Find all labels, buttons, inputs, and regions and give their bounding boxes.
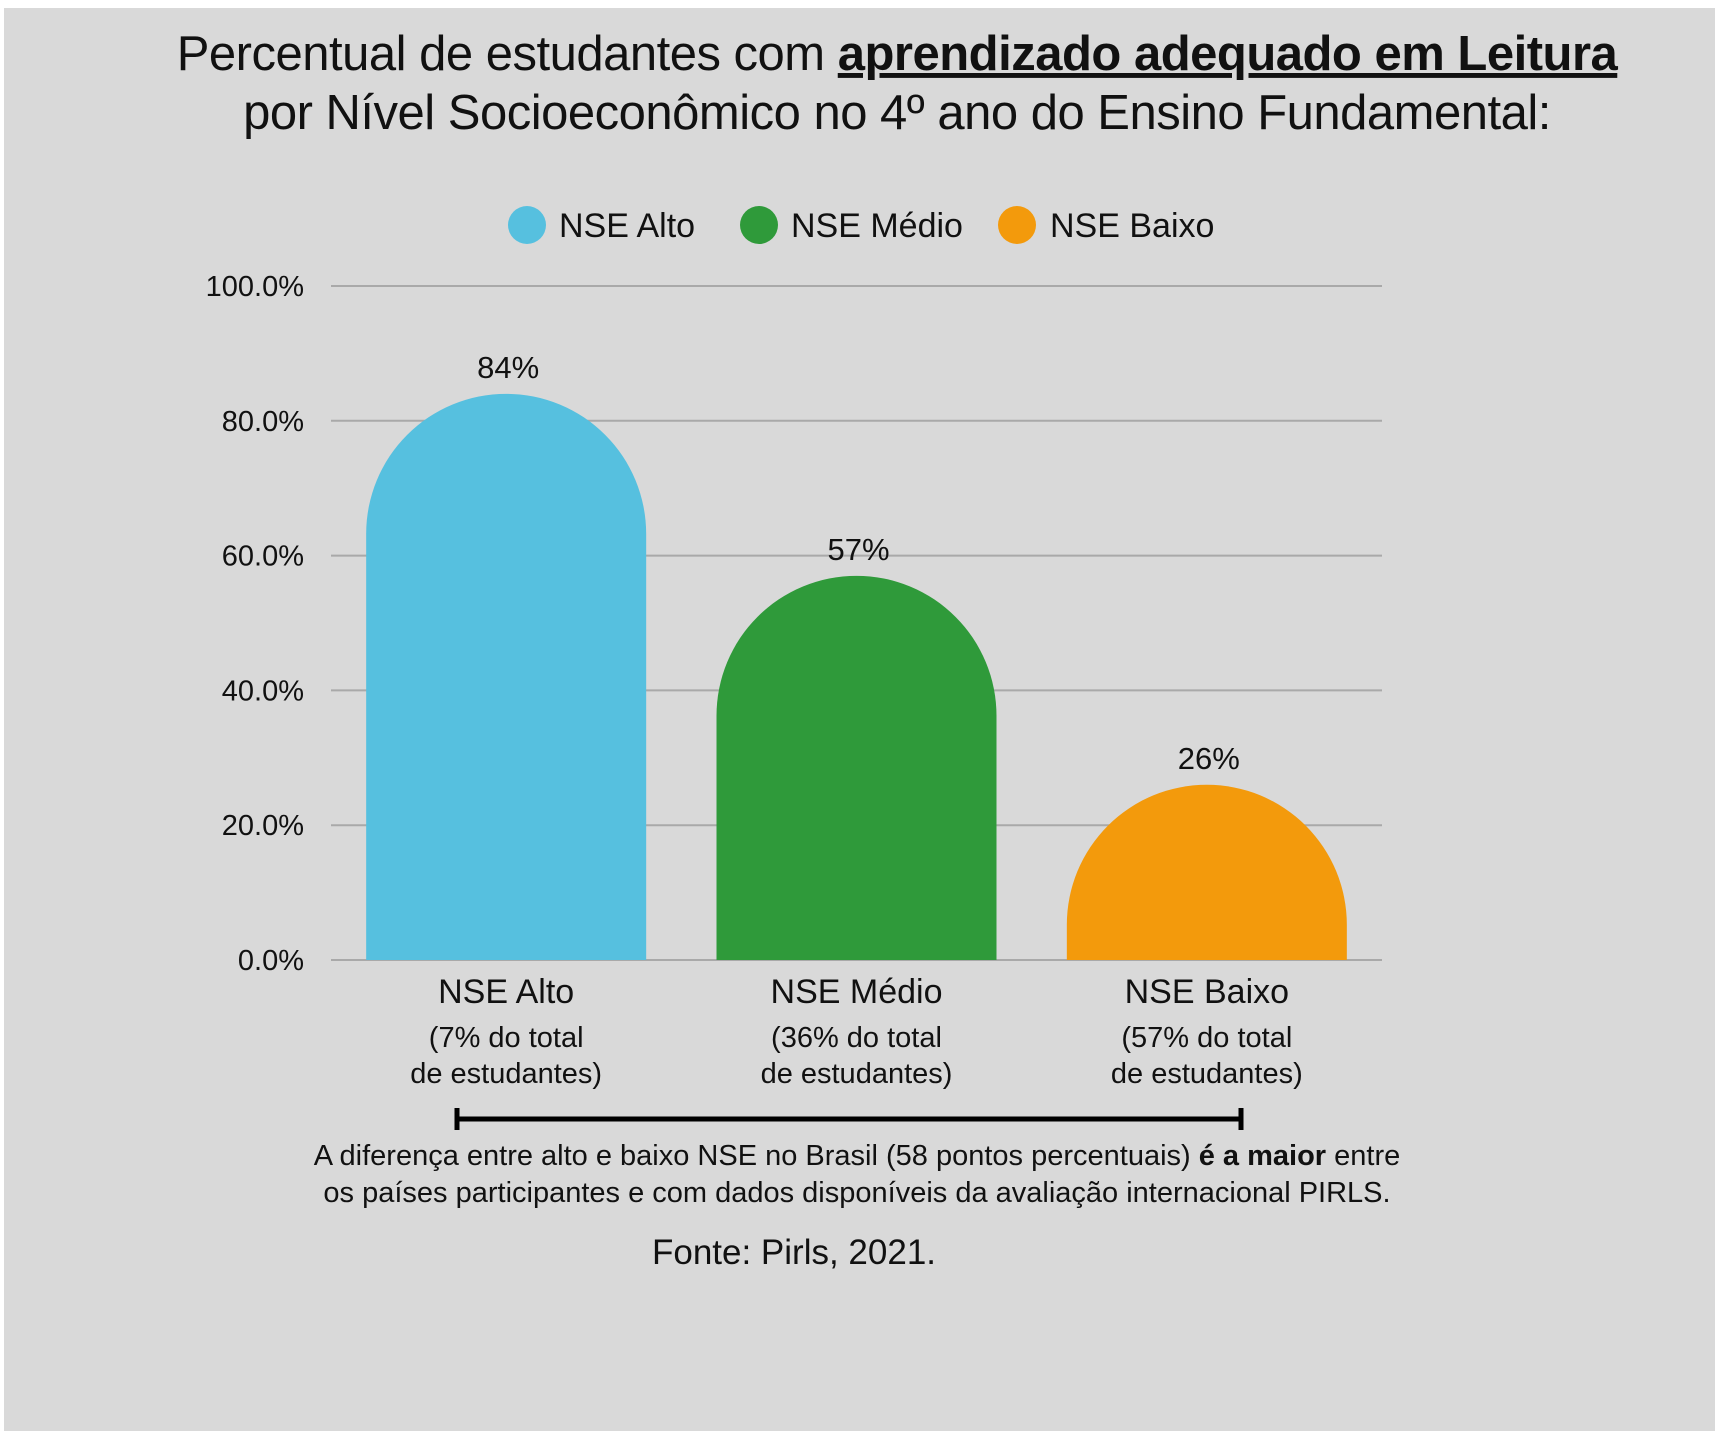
note-line1: A diferença entre alto e baixo NSE no Br… <box>314 1140 1401 1172</box>
bar-3 <box>1066 784 1347 960</box>
chart-title-emphasis: aprendizado adequado em Leitura <box>838 27 1619 81</box>
note-bold: é a maior <box>1199 1140 1326 1172</box>
y-tick-label: 0.0% <box>238 945 304 977</box>
bar-chart: Percentual de estudantes com aprendizado… <box>177 27 1619 1272</box>
category-note-line: de estudantes) <box>410 1058 602 1090</box>
chart-title-line2: por Nível Socioeconômico no 4º ano do En… <box>243 86 1551 140</box>
value-label: 84% <box>477 350 539 385</box>
category-label: NSE Baixo <box>1125 973 1289 1011</box>
category-note-line: (57% do total <box>1121 1022 1292 1054</box>
legend: NSE Alto NSE Médio NSE Baixo <box>508 206 1214 245</box>
y-tick-label: 80.0% <box>222 406 304 438</box>
legend-label-baixo: NSE Baixo <box>1050 207 1214 245</box>
note-line2: os países participantes e com dados disp… <box>323 1177 1390 1209</box>
legend-swatch-alto <box>508 206 546 244</box>
y-tick-label: 100.0% <box>206 271 304 303</box>
y-axis-ticks: 0.0% 20.0% 40.0% 60.0% 80.0% 100.0% <box>206 271 304 977</box>
category-labels: NSE Alto (7% do total de estudantes) NSE Mé… <box>410 973 1303 1090</box>
category-label: NSE Alto <box>438 973 574 1011</box>
bar-1 <box>366 393 647 960</box>
category-note-line: de estudantes) <box>761 1058 953 1090</box>
value-label: 57% <box>827 532 889 567</box>
category-note-line: (7% do total <box>429 1022 584 1054</box>
y-tick-label: 60.0% <box>222 541 304 573</box>
bars <box>366 393 1347 960</box>
chart-title-line1: Percentual de estudantes com aprendizado… <box>177 27 1619 81</box>
legend-swatch-baixo <box>998 206 1036 244</box>
chart-panel: Percentual de estudantes com aprendizado… <box>4 8 1715 1431</box>
category-label: NSE Médio <box>771 973 943 1011</box>
category-note-line: de estudantes) <box>1111 1058 1303 1090</box>
note-suffix: entre <box>1326 1140 1400 1172</box>
value-labels: 84% 57% 26% <box>477 350 1240 776</box>
y-tick-label: 20.0% <box>222 810 304 842</box>
bar-2 <box>716 575 997 960</box>
value-label: 26% <box>1178 741 1240 776</box>
legend-label-alto: NSE Alto <box>559 207 695 245</box>
chart-title-prefix: Percentual de estudantes com <box>177 27 838 81</box>
y-tick-label: 40.0% <box>222 675 304 707</box>
legend-label-medio: NSE Médio <box>791 207 963 245</box>
difference-bracket <box>454 1108 1244 1130</box>
legend-swatch-medio <box>740 206 778 244</box>
source-text: Fonte: Pirls, 2021. <box>652 1233 936 1272</box>
category-note-line: (36% do total <box>771 1022 942 1054</box>
note-prefix: A diferença entre alto e baixo NSE no Br… <box>314 1140 1199 1172</box>
